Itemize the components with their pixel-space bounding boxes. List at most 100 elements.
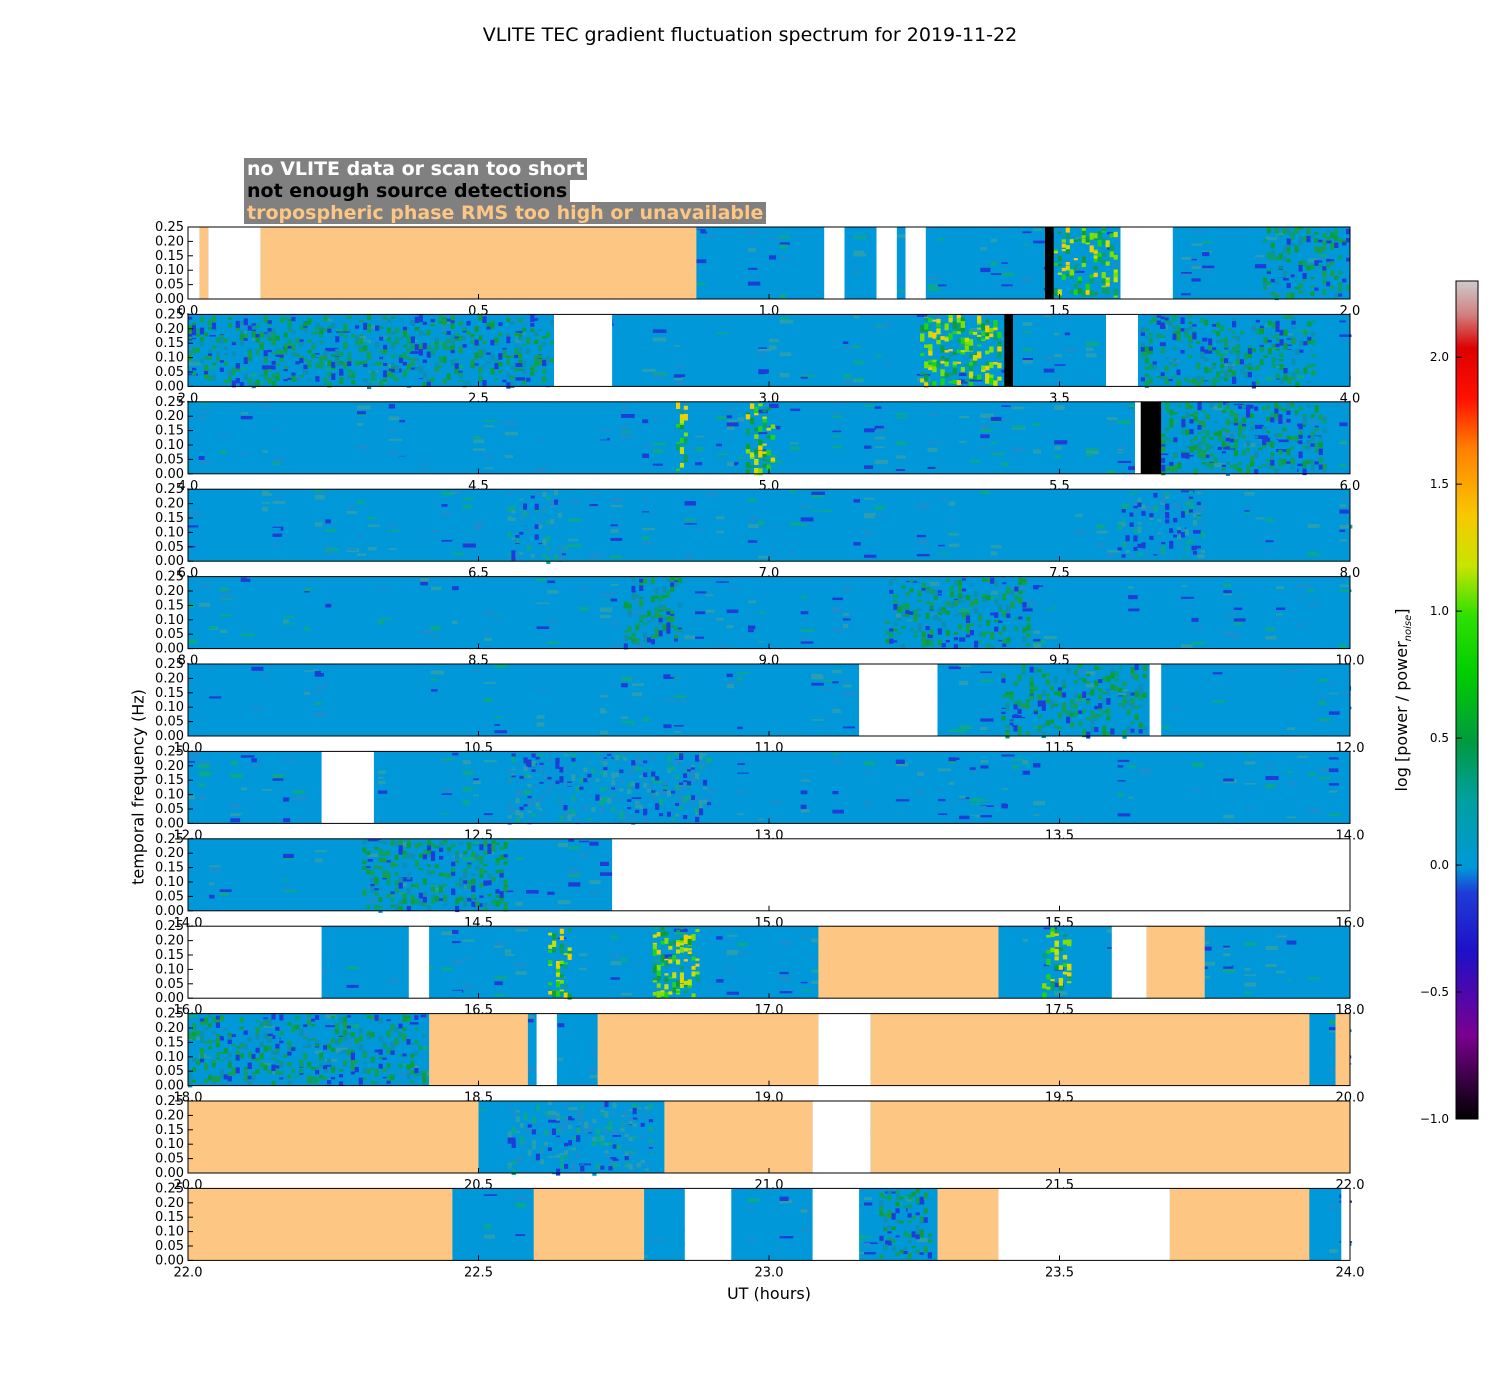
activity-cell <box>932 359 937 363</box>
activity-cell <box>1137 502 1142 507</box>
activity-cell <box>227 317 232 320</box>
texture-cell <box>1339 704 1346 707</box>
activity-cell <box>283 345 288 349</box>
activity-cell <box>977 327 982 330</box>
activity-cell <box>1247 348 1252 354</box>
activity-cell <box>1021 703 1026 708</box>
texture-cell <box>388 512 400 515</box>
activity-cell <box>1228 350 1233 354</box>
activity-cell <box>909 577 914 583</box>
texture-cell <box>673 380 686 384</box>
activity-cell <box>371 339 376 344</box>
activity-cell <box>985 350 990 355</box>
texture-cell <box>1138 768 1152 772</box>
activity-cell <box>647 637 652 643</box>
activity-cell <box>658 614 663 621</box>
texture-cell <box>1170 377 1177 380</box>
activity-cell <box>295 317 300 321</box>
texture-cell <box>240 367 247 371</box>
activity-cell <box>1188 355 1193 358</box>
activity-cell <box>319 361 324 369</box>
activity-cell <box>643 772 648 778</box>
activity-cell <box>511 520 516 528</box>
activity-cell <box>1026 606 1031 609</box>
flag-no-data <box>824 227 845 299</box>
activity-cell <box>679 414 684 419</box>
texture-cell <box>1339 706 1352 710</box>
texture-cell <box>1328 708 1341 712</box>
activity-cell <box>523 525 528 530</box>
activity-cell <box>1278 414 1283 421</box>
texture-cell <box>473 412 479 416</box>
activity-cell <box>375 354 380 361</box>
activity-cell <box>1141 546 1146 552</box>
activity-cell <box>1141 536 1146 543</box>
activity-cell <box>1173 412 1178 415</box>
activity-cell <box>1061 689 1067 694</box>
texture-cell <box>1012 808 1018 813</box>
activity-cell <box>498 322 503 326</box>
activity-cell <box>530 319 535 322</box>
activity-cell <box>770 457 776 462</box>
activity-cell <box>1266 227 1271 234</box>
activity-cell <box>223 379 228 384</box>
activity-cell <box>666 628 671 634</box>
activity-cell <box>1130 698 1135 704</box>
activity-cell <box>192 337 197 341</box>
flag-no-data <box>208 227 261 299</box>
activity-cell <box>909 628 914 632</box>
activity-cell <box>1041 723 1046 728</box>
activity-cell <box>1185 419 1190 424</box>
activity-cell <box>466 338 471 343</box>
activity-cell <box>470 363 475 369</box>
activity-cell <box>666 590 671 598</box>
texture-cell <box>1223 593 1233 596</box>
activity-cell <box>199 341 205 347</box>
texture-cell <box>726 415 733 419</box>
texture-cell <box>483 760 497 762</box>
activity-cell <box>538 358 543 365</box>
activity-cell <box>1002 629 1007 633</box>
activity-cell <box>1270 436 1275 441</box>
texture-cell <box>895 626 907 632</box>
activity-cell <box>539 796 544 802</box>
activity-cell <box>989 346 994 353</box>
texture-cell <box>198 764 210 769</box>
activity-cell <box>454 363 459 369</box>
activity-cell <box>507 531 512 538</box>
texture-cell <box>769 345 777 350</box>
texture-cell <box>1012 668 1021 672</box>
texture-cell <box>652 372 667 376</box>
activity-cell <box>936 318 941 324</box>
activity-cell <box>430 377 435 383</box>
texture-cell <box>673 682 686 687</box>
activity-cell <box>913 609 918 614</box>
activity-cell <box>315 357 320 364</box>
activity-cell <box>519 812 524 819</box>
activity-cell <box>1122 666 1127 673</box>
texture-cell <box>536 814 548 817</box>
texture-cell <box>1128 608 1140 612</box>
texture-cell <box>790 489 797 493</box>
activity-cell <box>663 804 668 809</box>
activity-cell <box>259 331 264 338</box>
texture-cell <box>1181 261 1189 263</box>
activity-cell <box>251 326 256 329</box>
texture-cell <box>1043 355 1054 360</box>
texture-cell <box>441 505 454 508</box>
activity-cell <box>623 577 628 582</box>
activity-cell <box>754 458 759 465</box>
activity-cell <box>498 356 503 360</box>
activity-cell <box>446 318 451 322</box>
texture-cell <box>568 499 581 503</box>
activity-cell <box>215 350 221 358</box>
activity-cell <box>1192 332 1197 340</box>
activity-cell <box>1085 283 1090 288</box>
activity-cell <box>1235 335 1241 341</box>
texture-cell <box>705 234 716 237</box>
texture-cell <box>990 450 999 454</box>
activity-cell <box>1148 381 1153 385</box>
activity-cell <box>1102 699 1107 707</box>
texture-cell <box>610 583 619 586</box>
texture-cell <box>927 469 934 472</box>
